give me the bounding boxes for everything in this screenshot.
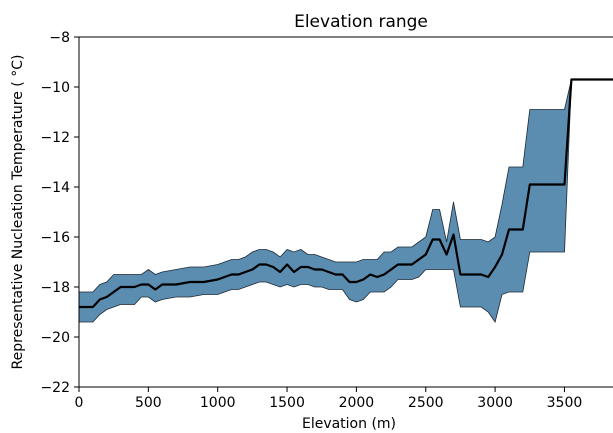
x-axis-label: Elevation (m) bbox=[302, 416, 396, 432]
x-tick-label: 3500 bbox=[547, 395, 583, 411]
y-tick-label: −8 bbox=[49, 30, 70, 46]
y-tick-label: −20 bbox=[40, 330, 70, 346]
x-tick-label: 2000 bbox=[339, 395, 375, 411]
y-tick-label: −10 bbox=[40, 80, 70, 96]
y-tick-label: −16 bbox=[40, 230, 70, 246]
x-tick-label: 2500 bbox=[408, 395, 444, 411]
plot-area bbox=[78, 78, 613, 323]
y-tick-label: −18 bbox=[40, 280, 70, 296]
x-tick-label: 3000 bbox=[477, 395, 513, 411]
y-tick-label: −22 bbox=[40, 380, 70, 396]
chart-title: Elevation range bbox=[294, 12, 428, 32]
mean-temperature-line bbox=[79, 78, 613, 309]
x-tick-label: 0 bbox=[75, 395, 84, 411]
x-tick-label: 1500 bbox=[269, 395, 305, 411]
y-tick-label: −14 bbox=[40, 180, 70, 196]
y-axis: −22 −20 −18 −16 −14 −12 −10 −8 bbox=[40, 30, 79, 396]
x-tick-label: 1000 bbox=[200, 395, 236, 411]
y-tick-label: −12 bbox=[40, 130, 70, 146]
y-axis-label: Representative Nucleation Temperature ( … bbox=[10, 55, 26, 370]
x-axis: 0 500 1000 1500 2000 2500 3000 3500 bbox=[75, 387, 583, 411]
x-tick-label: 500 bbox=[135, 395, 162, 411]
